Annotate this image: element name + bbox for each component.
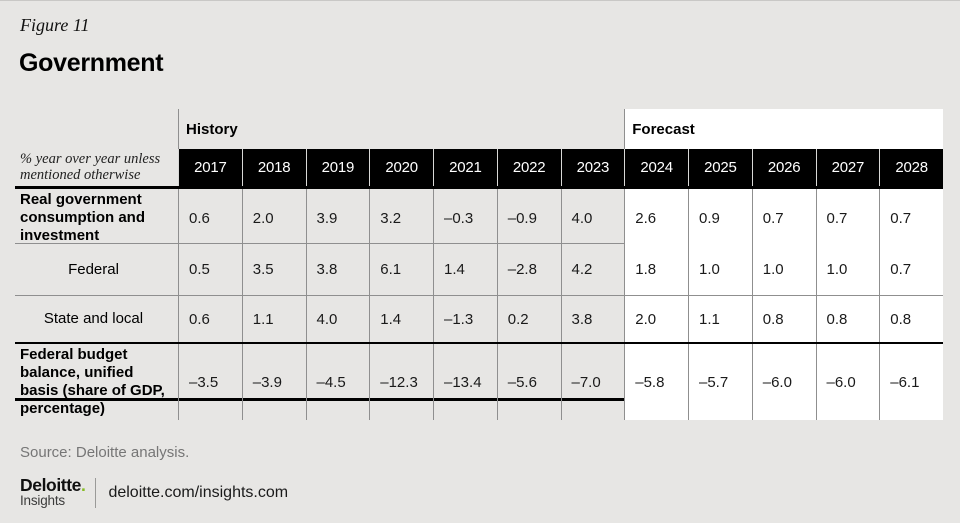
value-cell-forecast: –6.0 [751, 344, 816, 420]
brand-divider [95, 477, 97, 508]
value-cell: 3.5 [241, 244, 306, 295]
table-row: Federal budget balance, unified basis (s… [15, 344, 943, 420]
source-note: Source: Deloitte analysis. [20, 444, 190, 461]
table-band-row: History Forecast [15, 109, 943, 149]
value-cell-forecast: –6.1 [879, 344, 943, 420]
row-label: Real government consumption and investme… [20, 191, 145, 244]
deloitte-insights-logo: Deloitte. Insights [20, 475, 86, 508]
year-header: 2019 [305, 149, 370, 186]
value-cell: 2.0 [241, 189, 306, 247]
row-label: Federal [68, 260, 119, 278]
government-data-table: History Forecast % year over year unless… [15, 109, 943, 420]
value-cell-forecast: –5.7 [688, 344, 752, 420]
forecast-group-header: Forecast [624, 109, 943, 149]
band-spacer [15, 109, 178, 149]
value-cell: 4.2 [560, 244, 625, 295]
value-cell-forecast: 0.7 [815, 189, 880, 247]
logo-green-dot: . [80, 475, 86, 495]
value-cell: 3.2 [369, 189, 433, 247]
year-header: 2023 [560, 149, 625, 186]
value-cell: 4.0 [305, 296, 370, 342]
logo-text: Deloitte [20, 475, 81, 495]
year-header: 2024 [624, 149, 688, 186]
value-cell-forecast: 1.8 [624, 244, 688, 295]
value-cell: –3.5 [178, 344, 242, 420]
value-cell: 3.8 [560, 296, 625, 342]
value-cell-forecast: 1.0 [751, 244, 816, 295]
value-cell-forecast: –6.0 [815, 344, 880, 420]
value-cell: –5.6 [496, 344, 561, 420]
logo-subtext: Insights [20, 493, 65, 508]
value-cell-forecast: 0.8 [879, 296, 943, 342]
value-cell-forecast: 0.8 [815, 296, 880, 342]
value-cell-forecast: 0.9 [688, 189, 752, 247]
value-cell: –2.8 [496, 244, 561, 295]
year-header: 2022 [496, 149, 561, 186]
year-header: 2027 [815, 149, 880, 186]
value-cell-forecast: 2.0 [624, 296, 688, 342]
value-cell: 1.4 [433, 244, 497, 295]
year-header: 2026 [751, 149, 816, 186]
year-header: 2017 [178, 149, 242, 186]
value-cell: 0.2 [496, 296, 561, 342]
value-cell: –3.9 [241, 344, 306, 420]
value-cell-forecast: 0.7 [879, 244, 943, 295]
year-header: 2021 [433, 149, 497, 186]
year-header: 2028 [879, 149, 943, 186]
year-header: 2025 [688, 149, 752, 186]
row-label: State and local [43, 310, 144, 327]
history-group-header: History [178, 109, 624, 149]
value-cell: –4.5 [305, 344, 370, 420]
page-title: Government [19, 49, 164, 77]
value-cell-forecast: 1.0 [688, 244, 752, 295]
value-cell-forecast: 0.8 [751, 296, 816, 342]
value-cell: 6.1 [369, 244, 433, 295]
year-header: 2018 [241, 149, 306, 186]
value-cell-forecast: –5.8 [624, 344, 688, 420]
value-cell: 4.0 [560, 189, 625, 247]
value-cell: 3.9 [305, 189, 370, 247]
figure-number: Figure 11 [20, 15, 90, 35]
value-cell: –1.3 [433, 296, 497, 342]
value-cell: 0.6 [178, 189, 242, 247]
value-cell: 1.4 [369, 296, 433, 342]
row-label: Federal budget balance, unified basis (s… [20, 346, 165, 417]
value-cell-forecast: 2.6 [624, 189, 688, 247]
value-cell: –13.4 [433, 344, 497, 420]
unit-note: % year over year unless mentioned otherw… [20, 150, 161, 183]
value-cell-forecast: 1.0 [815, 244, 880, 295]
table-row: State and local 0.6 1.1 4.0 1.4 –1.3 0.2… [15, 296, 943, 344]
value-cell: 3.8 [305, 244, 370, 295]
value-cell-forecast: 0.7 [879, 189, 943, 247]
value-cell: –7.0 [560, 344, 625, 420]
table-row: Real government consumption and investme… [15, 189, 943, 247]
value-cell-forecast: 0.7 [751, 189, 816, 247]
value-cell: 0.6 [178, 296, 242, 342]
insights-url-link[interactable]: deloitte.com/insights.com [108, 483, 289, 501]
value-cell: 0.5 [178, 244, 242, 295]
value-cell: –0.3 [433, 189, 497, 247]
table-row: Federal 0.5 3.5 3.8 6.1 1.4 –2.8 4.2 1.8… [15, 244, 943, 296]
value-cell-forecast: 1.1 [688, 296, 752, 342]
table-year-header-row: % year over year unless mentioned otherw… [15, 149, 943, 189]
value-cell: –0.9 [496, 189, 561, 247]
value-cell: –12.3 [369, 344, 433, 420]
value-cell: 1.1 [241, 296, 306, 342]
year-header: 2020 [369, 149, 433, 186]
logo-wordmark: Deloitte. [20, 475, 86, 495]
footer-brand: Deloitte. Insights deloitte.com/insights… [20, 475, 289, 508]
